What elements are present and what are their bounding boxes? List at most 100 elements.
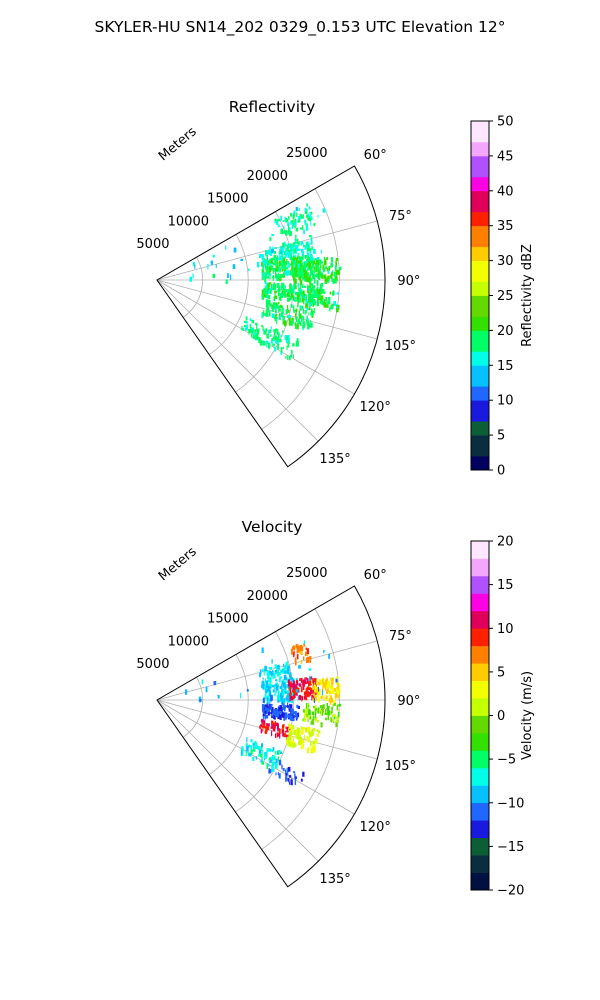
radar-gate bbox=[275, 305, 277, 310]
radar-gate bbox=[314, 689, 316, 693]
radar-gate bbox=[300, 778, 303, 782]
radar-gate bbox=[280, 215, 282, 221]
radar-gate bbox=[318, 686, 319, 692]
radar-gate bbox=[311, 731, 314, 736]
radar-gate bbox=[298, 241, 300, 245]
radar-gate bbox=[265, 686, 267, 692]
radar-gate bbox=[276, 732, 278, 738]
radar-gate bbox=[300, 215, 304, 219]
radar-gate bbox=[264, 752, 268, 758]
radar-gate bbox=[287, 222, 290, 227]
radar-gate bbox=[261, 720, 263, 724]
radial-tick-label: 25000 bbox=[286, 566, 327, 581]
radar-gate bbox=[261, 719, 264, 722]
radar-gate bbox=[287, 249, 289, 254]
radar-gate bbox=[319, 265, 321, 271]
radar-gate bbox=[297, 263, 300, 269]
radar-gate bbox=[276, 275, 279, 282]
radar-gate bbox=[324, 278, 328, 283]
colorbar-tick-label: 35 bbox=[497, 219, 514, 234]
radar-gate bbox=[335, 678, 338, 683]
radar-gate bbox=[320, 282, 324, 287]
radar-gate bbox=[314, 694, 317, 697]
radar-gate bbox=[272, 709, 276, 716]
radar-gate bbox=[301, 256, 303, 260]
colorbar-step bbox=[471, 767, 489, 777]
radar-gate bbox=[308, 687, 312, 691]
radar-gate bbox=[269, 671, 272, 676]
radar-gate bbox=[313, 748, 316, 753]
radar-gate bbox=[323, 650, 325, 654]
velocity-sector-frame bbox=[156, 585, 386, 888]
radar-gate bbox=[265, 265, 269, 269]
colorbar-step bbox=[471, 197, 489, 206]
radar-gate bbox=[298, 646, 301, 651]
radar-gate bbox=[271, 723, 273, 729]
colorbar-step bbox=[471, 442, 489, 450]
radar-gate bbox=[269, 276, 271, 280]
radar-gate bbox=[308, 276, 311, 282]
radar-gate bbox=[289, 704, 293, 709]
radar-gate bbox=[248, 331, 250, 335]
radar-gate bbox=[280, 304, 282, 308]
range-ring bbox=[235, 631, 295, 813]
colorbar-step bbox=[471, 602, 489, 612]
radar-gate bbox=[300, 274, 303, 278]
radar-gate bbox=[305, 651, 307, 656]
radar-gate bbox=[292, 354, 294, 359]
radar-gate bbox=[302, 225, 304, 231]
radar-gate bbox=[318, 708, 321, 712]
radar-gate bbox=[262, 272, 265, 278]
radar-gate bbox=[304, 681, 306, 687]
radar-gate bbox=[296, 648, 299, 653]
radar-gate bbox=[288, 291, 291, 298]
radar-gate bbox=[262, 326, 264, 331]
radar-gate bbox=[261, 680, 265, 687]
radar-gate bbox=[318, 269, 320, 276]
radar-gate bbox=[308, 306, 311, 311]
radar-gate bbox=[310, 240, 313, 245]
radar-gate bbox=[297, 299, 299, 305]
radar-gate bbox=[299, 298, 301, 303]
radar-gate bbox=[262, 685, 265, 690]
radar-gate bbox=[296, 295, 300, 301]
colorbar-step bbox=[471, 134, 489, 143]
radar-gate bbox=[299, 276, 302, 281]
colorbar-step bbox=[471, 358, 489, 366]
radar-gate bbox=[263, 294, 267, 298]
radar-gate bbox=[269, 237, 272, 241]
colorbar-tick-label: 45 bbox=[497, 149, 514, 164]
radar-gate bbox=[288, 728, 290, 732]
radar-gate bbox=[273, 331, 276, 337]
radar-gate bbox=[261, 682, 263, 685]
radar-gate bbox=[262, 340, 265, 346]
radar-gate bbox=[253, 320, 255, 324]
radar-gate bbox=[272, 246, 274, 249]
radar-gate bbox=[300, 227, 303, 230]
radar-gate bbox=[324, 717, 328, 721]
radar-gate bbox=[267, 295, 270, 299]
colorbar-step bbox=[471, 232, 489, 241]
radar-gate bbox=[295, 263, 298, 270]
radar-gate bbox=[298, 314, 300, 317]
colorbar-label: Velocity (m/s) bbox=[520, 671, 535, 760]
radar-gate bbox=[264, 752, 266, 758]
radar-gate bbox=[320, 295, 324, 302]
radar-gate bbox=[300, 260, 302, 266]
radar-gate bbox=[293, 694, 295, 699]
radar-gate bbox=[290, 648, 293, 655]
radar-gate bbox=[281, 686, 283, 693]
colorbar-step bbox=[471, 785, 489, 795]
radar-gate bbox=[266, 725, 270, 731]
radar-gate bbox=[286, 252, 288, 256]
radar-gate bbox=[290, 741, 293, 745]
radar-gate bbox=[310, 676, 313, 683]
radar-gate bbox=[284, 229, 287, 234]
radar-gate bbox=[322, 704, 325, 709]
radar-gate bbox=[311, 679, 313, 685]
radar-gate bbox=[289, 692, 292, 696]
radar-gate bbox=[291, 317, 294, 322]
radar-gate bbox=[283, 733, 287, 737]
radar-gate bbox=[336, 676, 339, 680]
radar-gate bbox=[317, 707, 320, 714]
